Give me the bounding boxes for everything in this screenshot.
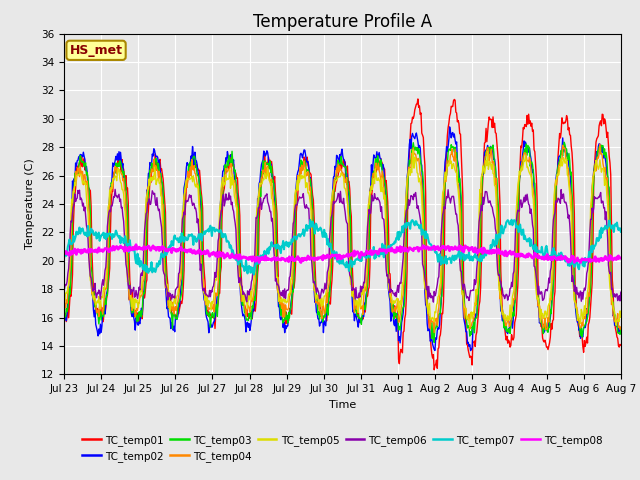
TC_temp03: [426, 320, 434, 326]
TC_temp06: [428, 295, 435, 301]
TC_temp07: [508, 217, 515, 223]
TC_temp07: [428, 241, 435, 247]
TC_temp04: [430, 330, 438, 336]
TC_temp07: [127, 246, 135, 252]
TC_temp03: [127, 307, 135, 313]
TC_temp06: [60, 290, 68, 296]
TC_temp07: [60, 255, 68, 261]
TC_temp04: [184, 168, 192, 174]
TC_temp02: [426, 338, 434, 344]
TC_temp02: [127, 311, 135, 317]
X-axis label: Time: Time: [329, 400, 356, 409]
TC_temp02: [184, 162, 192, 168]
Line: TC_temp03: TC_temp03: [64, 142, 621, 342]
TC_temp05: [184, 177, 192, 182]
TC_temp05: [60, 292, 68, 298]
TC_temp01: [214, 305, 221, 311]
TC_temp05: [214, 271, 221, 277]
TC_temp07: [250, 272, 257, 277]
TC_temp03: [561, 139, 568, 145]
Title: Temperature Profile A: Temperature Profile A: [253, 12, 432, 31]
TC_temp04: [617, 324, 625, 330]
TC_temp01: [70, 204, 78, 210]
Line: TC_temp06: TC_temp06: [64, 189, 621, 302]
TC_temp01: [184, 176, 192, 182]
TC_temp01: [430, 367, 438, 372]
Line: TC_temp04: TC_temp04: [64, 144, 621, 333]
Legend: TC_temp01, TC_temp02, TC_temp03, TC_temp04, TC_temp05, TC_temp06, TC_temp07, TC_: TC_temp01, TC_temp02, TC_temp03, TC_temp…: [78, 431, 607, 466]
TC_temp07: [214, 228, 221, 233]
TC_temp08: [428, 247, 435, 252]
TC_temp03: [214, 313, 221, 319]
TC_temp02: [60, 316, 68, 322]
Line: TC_temp08: TC_temp08: [64, 245, 621, 263]
TC_temp08: [132, 242, 140, 248]
TC_temp08: [617, 255, 625, 261]
TC_temp08: [214, 254, 222, 260]
TC_temp02: [410, 134, 418, 140]
TC_temp01: [617, 342, 625, 348]
TC_temp05: [70, 189, 78, 195]
TC_temp05: [428, 316, 435, 322]
Line: TC_temp05: TC_temp05: [64, 150, 621, 326]
TC_temp06: [214, 238, 222, 244]
TC_temp04: [214, 293, 221, 299]
Line: TC_temp02: TC_temp02: [64, 127, 621, 350]
Y-axis label: Temperature (C): Temperature (C): [26, 158, 35, 250]
TC_temp03: [617, 326, 625, 332]
TC_temp08: [411, 245, 419, 251]
TC_temp04: [127, 294, 135, 300]
TC_temp03: [410, 144, 418, 150]
TC_temp04: [410, 151, 418, 157]
TC_temp05: [411, 155, 419, 160]
TC_temp05: [466, 324, 474, 329]
TC_temp07: [70, 239, 78, 245]
TC_temp01: [60, 319, 68, 325]
TC_temp04: [70, 186, 78, 192]
TC_temp02: [446, 124, 454, 130]
TC_temp06: [617, 289, 625, 295]
TC_temp03: [184, 172, 192, 178]
TC_temp02: [617, 330, 625, 336]
TC_temp01: [414, 96, 422, 102]
TC_temp06: [429, 299, 437, 305]
TC_temp05: [127, 304, 135, 310]
TC_temp08: [127, 246, 135, 252]
TC_temp07: [184, 236, 192, 242]
TC_temp01: [428, 344, 435, 350]
TC_temp02: [467, 348, 474, 353]
TC_temp07: [617, 229, 625, 235]
TC_temp01: [410, 113, 418, 119]
TC_temp08: [60, 251, 68, 256]
TC_temp05: [617, 314, 625, 320]
TC_temp08: [577, 260, 584, 265]
TC_temp02: [214, 293, 221, 299]
TC_temp04: [60, 311, 68, 317]
Line: TC_temp01: TC_temp01: [64, 99, 621, 370]
TC_temp03: [70, 189, 78, 194]
TC_temp04: [426, 326, 434, 332]
TC_temp02: [70, 176, 78, 181]
TC_temp06: [128, 289, 136, 295]
TC_temp06: [411, 193, 419, 199]
TC_temp06: [111, 186, 119, 192]
TC_temp06: [185, 195, 193, 201]
TC_temp08: [185, 247, 193, 253]
TC_temp07: [411, 222, 419, 228]
TC_temp08: [70, 247, 78, 252]
TC_temp06: [70, 202, 78, 207]
Text: HS_met: HS_met: [70, 44, 123, 57]
TC_temp05: [410, 147, 417, 153]
TC_temp03: [60, 321, 68, 327]
TC_temp04: [596, 141, 604, 147]
TC_temp01: [127, 296, 135, 301]
Line: TC_temp07: TC_temp07: [64, 220, 621, 275]
TC_temp03: [430, 339, 438, 345]
